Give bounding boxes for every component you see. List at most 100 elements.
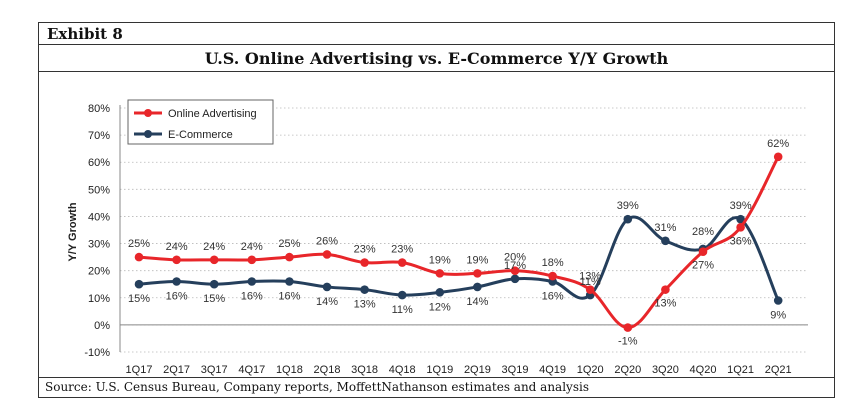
x-tick-labels: 1Q17 2Q17 3Q17 4Q17 1Q18 2Q18 3Q18 4Q18 1Q19 2Q19… (126, 364, 792, 376)
data-point (623, 214, 633, 224)
data-point (360, 258, 369, 267)
data-label: 20% (504, 252, 526, 264)
data-point (585, 285, 595, 294)
data-label: 15% (203, 293, 225, 305)
data-label: 14% (466, 296, 488, 308)
data-point (397, 290, 407, 300)
data-label: 13% (354, 299, 376, 311)
data-point (736, 214, 745, 224)
y-tick-label: 0% (94, 320, 110, 332)
legend-box (127, 99, 274, 145)
legend-label: E-Commerce (168, 129, 233, 141)
x-tick-label: 3Q18 (351, 364, 378, 376)
x-tick-label: 1Q18 (276, 364, 303, 376)
y-tick-label: 60% (88, 157, 110, 169)
exhibit-label: Exhibit 8 (39, 23, 834, 45)
data-label: 24% (166, 241, 188, 253)
exhibit-frame: Exhibit 8 U.S. Online Advertising vs. E-… (38, 22, 835, 398)
series-line-online-advertising (138, 156, 780, 330)
data-label: 13% (654, 298, 676, 310)
x-tick-label: 4Q19 (539, 364, 566, 376)
y-tick-label: 80% (88, 103, 110, 115)
data-label: 14% (316, 296, 338, 308)
data-point (698, 247, 708, 256)
x-tick-label: 4Q18 (389, 364, 416, 376)
grid-lines (119, 105, 808, 353)
data-label: 18% (542, 257, 564, 269)
data-label: 13% (579, 271, 601, 283)
x-tick-label: 3Q17 (201, 364, 228, 376)
data-point (172, 277, 181, 286)
x-tick-label: 2Q18 (314, 364, 341, 376)
data-label: 28% (692, 226, 714, 238)
data-label: 24% (203, 241, 225, 253)
data-point (397, 258, 407, 267)
legend-swatch-marker (144, 109, 152, 117)
y-tick-label: 30% (88, 239, 110, 251)
data-label: 9% (770, 309, 786, 321)
x-tick-label: 1Q20 (577, 364, 604, 376)
source-note: Source: U.S. Census Bureau, Company repo… (39, 377, 834, 397)
data-label: 36% (730, 235, 752, 247)
data-point (360, 285, 369, 294)
data-point (322, 250, 332, 259)
data-point (209, 279, 219, 289)
data-label: 16% (278, 291, 300, 303)
data-label: 23% (354, 244, 376, 256)
data-point (285, 252, 294, 262)
x-tick-label: 2Q20 (614, 364, 641, 376)
data-point (209, 255, 219, 265)
data-point (134, 279, 144, 289)
data-label: 27% (692, 260, 714, 272)
chart-title: U.S. Online Advertising vs. E-Commerce Y… (39, 45, 834, 72)
data-label: 11% (580, 276, 601, 288)
data-point (510, 266, 520, 275)
data-label: 11% (392, 304, 413, 316)
data-point (435, 288, 445, 297)
data-label: 15% (128, 293, 150, 305)
x-tick-label: 1Q19 (426, 364, 453, 376)
data-point (773, 296, 783, 305)
data-label: 25% (128, 238, 150, 250)
data-label: 16% (241, 291, 263, 303)
data-point (548, 271, 557, 281)
data-label: 16% (166, 291, 188, 303)
data-label: 16% (542, 291, 564, 303)
data-point (134, 252, 144, 262)
y-tick-label: 70% (88, 130, 110, 142)
x-tick-label: 4Q20 (690, 364, 717, 376)
data-point (510, 274, 520, 284)
data-label: 26% (316, 235, 338, 247)
data-label: 19% (466, 254, 488, 266)
data-label: 17% (504, 260, 526, 272)
data-label: -1% (618, 336, 638, 348)
data-label: 39% (617, 200, 639, 212)
data-label: 23% (391, 244, 413, 256)
y-axis-label: Y/Y Growth (67, 202, 79, 261)
data-label: 31% (654, 222, 676, 234)
data-point (661, 236, 670, 246)
legend-swatch-marker (144, 130, 152, 138)
x-tick-label: 1Q17 (126, 364, 153, 376)
y-tick-label: 50% (88, 184, 110, 196)
data-point (285, 277, 294, 286)
data-point (773, 152, 783, 162)
x-tick-label: 3Q20 (652, 364, 679, 376)
y-tick-labels: -10% 0% 10% 20% 30% 40% 50% 60% 70% 80% (84, 103, 110, 359)
y-tick-label: 20% (88, 266, 110, 278)
data-point (661, 285, 670, 294)
legend-label: Online Advertising (168, 108, 257, 120)
x-tick-label: 2Q17 (163, 364, 190, 376)
data-labels: 25% 24% 24% 24% 25% 26% 23% 23% 19% 19% 20% 18% 13% -… (128, 138, 789, 348)
data-point (736, 222, 745, 232)
data-point (435, 269, 445, 278)
x-tick-label: 2Q19 (464, 364, 491, 376)
data-point (623, 323, 633, 332)
x-tick-label: 4Q17 (238, 364, 265, 376)
legend: Online Advertising E-Commerce (127, 99, 274, 145)
x-tick-label: 1Q21 (727, 364, 754, 376)
data-label: 19% (429, 254, 451, 266)
data-point (473, 269, 482, 278)
data-label: 12% (429, 301, 451, 313)
